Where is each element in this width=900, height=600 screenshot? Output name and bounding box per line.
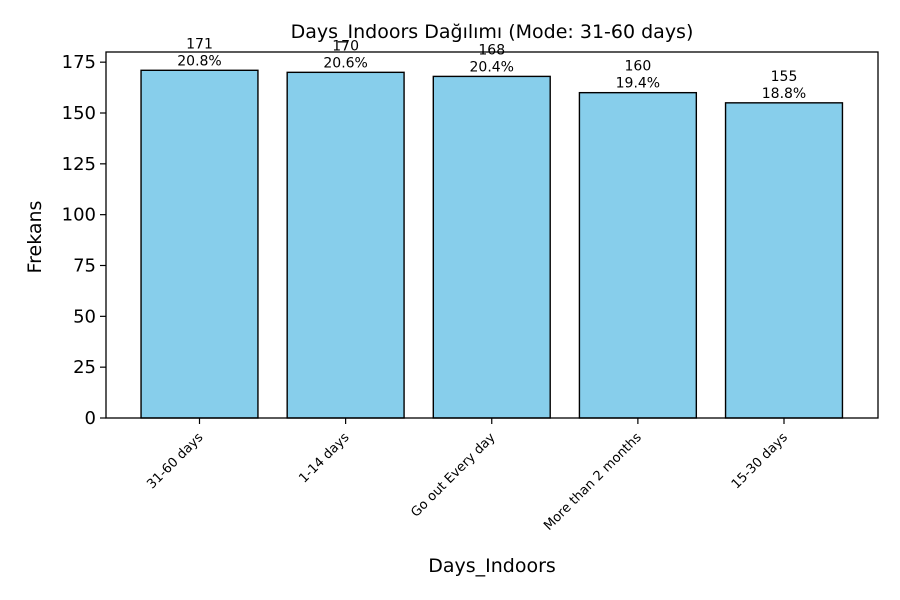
bar-value-label: 171 xyxy=(186,36,213,52)
bar xyxy=(286,71,405,419)
x-tick-label: 31-60 days xyxy=(144,430,206,492)
bar xyxy=(578,91,698,419)
y-tick-label: 150 xyxy=(62,103,96,124)
bar-value-label: 160 xyxy=(625,59,652,75)
y-tick-label: 175 xyxy=(62,52,96,73)
y-axis: 0 25 50 75 100 125 150 175 xyxy=(62,52,106,429)
bar-percent-label: 19.4% xyxy=(616,76,660,92)
bar-percent-label: 20.6% xyxy=(323,55,367,71)
x-tick-label: More than 2 months xyxy=(541,430,645,534)
plot-frame xyxy=(105,51,879,419)
x-tick-label: 15-30 days xyxy=(729,430,791,492)
x-tick-label: Go out Every day xyxy=(408,430,498,520)
bar xyxy=(140,69,259,419)
y-tick-label: 100 xyxy=(62,205,96,226)
bar xyxy=(724,102,844,419)
chart-title: Days_Indoors Dağılımı (Mode: 31-60 days) xyxy=(291,21,694,43)
bar-percent-label: 20.4% xyxy=(470,59,514,75)
y-tick-label: 50 xyxy=(73,306,96,327)
bar-value-label: 168 xyxy=(478,42,505,58)
y-axis-label: Frekans xyxy=(24,201,46,274)
bar xyxy=(432,75,551,419)
bar-value-label: 170 xyxy=(332,38,359,54)
bar-percent-label: 20.8% xyxy=(177,53,221,69)
x-axis-label: Days_Indoors xyxy=(428,555,556,577)
y-tick-label: 75 xyxy=(73,256,96,277)
bar-percent-label: 18.8% xyxy=(762,86,806,102)
x-tick-label: 1-14 days xyxy=(296,430,352,486)
x-axis: 31-60 days 1-14 days Go out Every day More … xyxy=(144,418,791,534)
bar-value-label: 155 xyxy=(771,69,798,85)
y-tick-label: 25 xyxy=(73,357,96,378)
y-tick-label: 125 xyxy=(62,154,96,175)
y-tick-label: 0 xyxy=(85,408,96,429)
